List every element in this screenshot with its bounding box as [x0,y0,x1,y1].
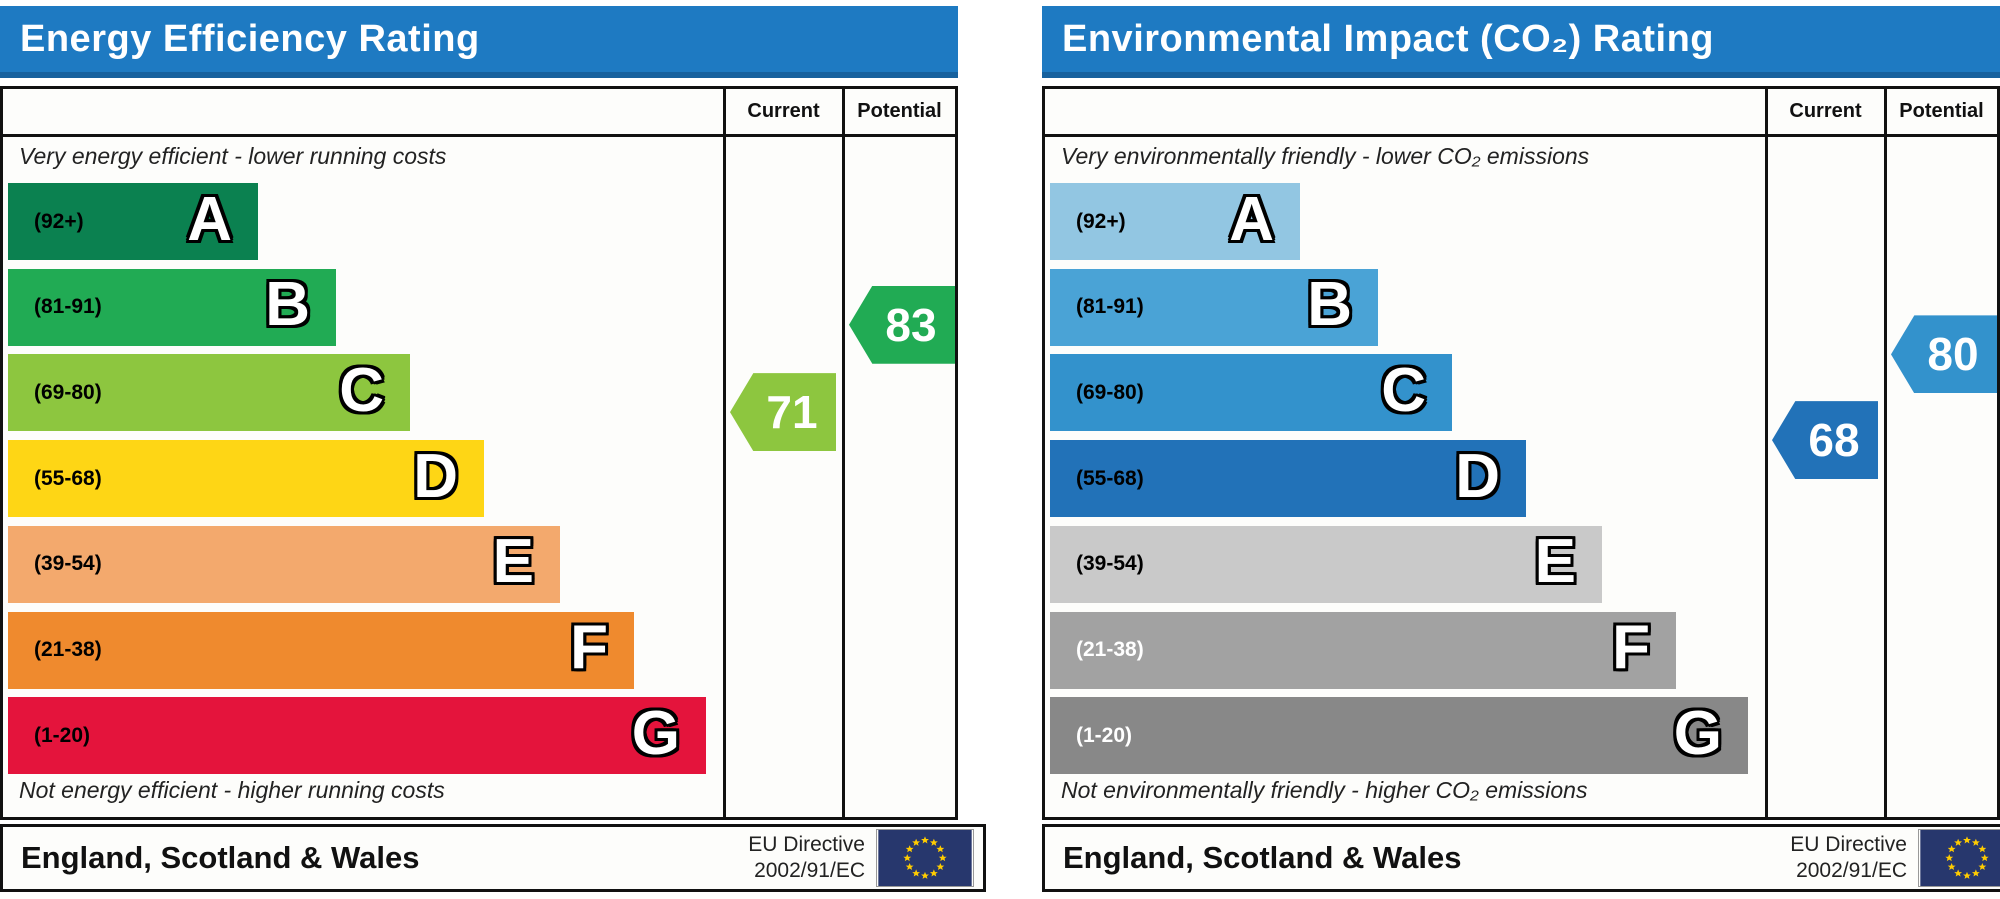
footer-bar: England, Scotland & Wales EU Directive 2… [1042,824,2000,892]
band-row-f: (21-38) F [1050,611,1676,689]
band-row-g: (1-20) G [1050,697,1748,775]
chart-title: Energy Efficiency Rating [20,17,480,60]
band-letter: E [492,527,534,597]
potential-rating-value: 83 [885,298,937,351]
table-header-row: Current Potential [3,89,955,137]
band-row-b: (81-91) B [1050,268,1378,346]
title-bar: Energy Efficiency Rating [0,6,958,78]
band-letter: G [1673,698,1722,768]
chart-energy-efficiency: Energy Efficiency Rating Current Potenti… [0,0,986,899]
band-range-label: (92+) [34,209,84,233]
band-row-a: (92+) A [1050,183,1300,260]
table-header-row: Current Potential [1045,89,1997,137]
footer-region-label: England, Scotland & Wales [1063,840,1462,875]
band-row-c: (69-80) C [8,354,410,432]
top-caption: Very environmentally friendly - lower CO… [1061,143,1590,169]
band-row-d: (55-68) D [1050,440,1526,518]
band-letter: F [570,613,608,683]
rating-table: Current Potential Very energy efficient … [0,86,958,820]
band-range-label: (21-38) [1076,638,1144,661]
footer-region-label: England, Scotland & Wales [21,840,420,875]
eu-directive-label: EU Directive 2002/91/EC [748,832,865,882]
band-letter: D [413,441,458,511]
band-letter: G [631,698,680,768]
band-range-label: (1-20) [1076,723,1133,747]
band-row-e: (39-54) E [8,525,560,603]
eu-directive-label: EU Directive 2002/91/EC [1790,832,1907,882]
column-divider [842,89,845,817]
bottom-caption: Not environmentally friendly - higher CO… [1061,777,1588,803]
band-range-label: (39-54) [34,552,102,576]
band-range-label: (81-91) [34,295,102,319]
band-row-b: (81-91) B [8,268,336,346]
potential-rating-value: 80 [1927,328,1979,381]
title-bar: Environmental Impact (CO₂) Rating [1042,6,2000,78]
band-row-d: (55-68) D [8,440,484,518]
rating-table: Current Potential Very environmentally f… [1042,86,2000,820]
column-divider [1765,89,1768,817]
current-rating-value: 71 [766,386,818,439]
band-letter: A [187,184,232,254]
column-header-potential: Potential [857,100,942,122]
top-caption: Very energy efficient - lower running co… [19,143,447,169]
band-letter: C [339,356,384,426]
current-rating-value: 68 [1808,414,1860,467]
column-header-current: Current [747,100,820,122]
band-range-label: (39-54) [1076,552,1144,576]
band-row-f: (21-38) F [8,611,634,689]
band-letter: E [1534,527,1576,597]
band-range-label: (81-91) [1076,295,1144,319]
band-letter: B [1307,270,1352,340]
band-range-label: (55-68) [1076,466,1144,490]
eu-flag-icon [1918,829,2000,887]
footer-bar: England, Scotland & Wales EU Directive 2… [0,824,986,892]
chart-environmental-impact: Environmental Impact (CO₂) Rating Curren… [1042,0,2000,899]
potential-rating-arrow: 83 [849,285,955,364]
band-letter: C [1381,356,1426,426]
band-letter: B [265,270,310,340]
bottom-caption: Not energy efficient - higher running co… [19,777,445,803]
chart-title: Environmental Impact (CO₂) Rating [1062,17,1714,60]
column-divider [723,89,726,817]
band-row-c: (69-80) C [1050,354,1452,432]
current-rating-arrow: 71 [730,373,836,452]
band-range-label: (69-80) [1076,380,1144,404]
column-header-potential: Potential [1899,100,1984,122]
band-letter: A [1229,184,1274,254]
band-range-label: (92+) [1076,209,1126,233]
band-row-e: (39-54) E [1050,525,1602,603]
potential-rating-arrow: 80 [1891,315,1997,394]
column-divider [1884,89,1887,817]
band-letter: F [1612,613,1650,683]
eu-flag-icon [876,829,974,887]
band-row-g: (1-20) G [8,697,706,775]
band-range-label: (21-38) [34,638,102,661]
column-header-current: Current [1789,100,1862,122]
band-range-label: (1-20) [34,723,91,747]
band-range-label: (55-68) [34,466,102,490]
band-row-a: (92+) A [8,183,258,260]
band-range-label: (69-80) [34,380,102,404]
current-rating-arrow: 68 [1772,401,1878,480]
band-letter: D [1455,441,1500,511]
